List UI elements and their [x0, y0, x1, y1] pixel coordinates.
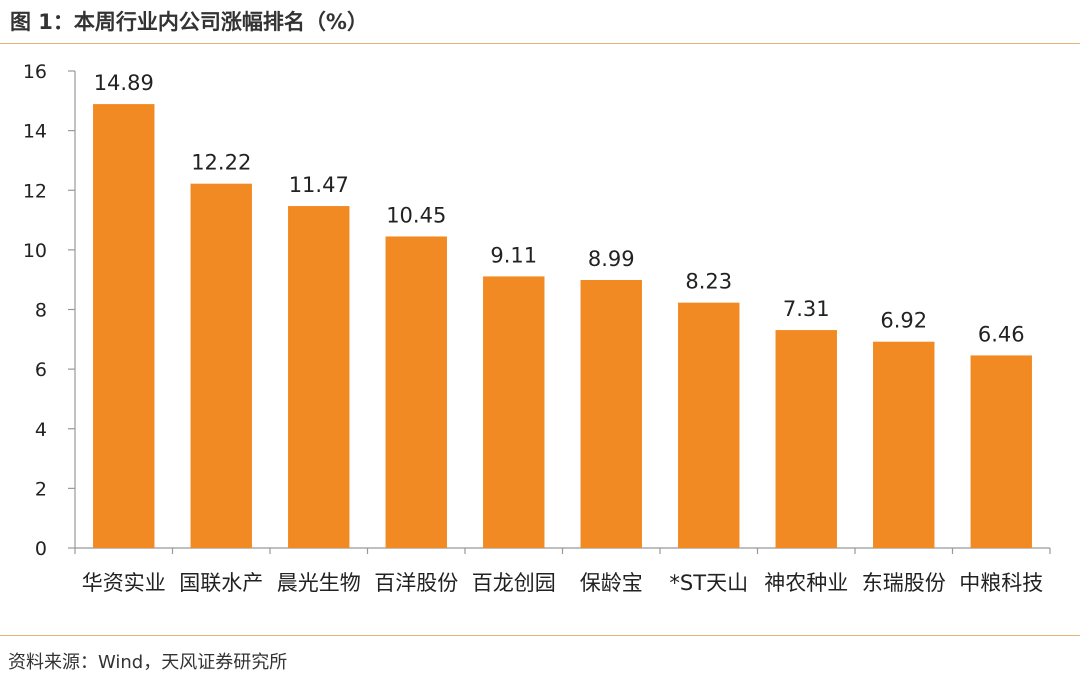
bar-value-label: 14.89	[94, 71, 154, 95]
x-category-label: 晨光生物	[277, 571, 361, 595]
bar-chart: 0 2 4 6 8 10 12 14 16 华资实业 国联水产 晨光生物 百洋股份 百龙创园 保龄宝 *ST…	[23, 61, 1051, 595]
y-tick-label: 8	[35, 300, 47, 322]
y-tick-label: 10	[23, 240, 47, 262]
bar	[775, 330, 837, 548]
bar-value-label: 11.47	[289, 173, 349, 197]
bar	[288, 206, 350, 548]
source-note: 资料来源：Wind，天风证券研究所	[8, 652, 288, 673]
y-tick-label: 16	[23, 61, 47, 83]
title-divider	[0, 43, 1080, 44]
bar-value-label: 12.22	[191, 151, 251, 175]
bar-value-label: 6.92	[880, 309, 927, 333]
bar	[385, 236, 447, 548]
bar-value-label: 9.11	[490, 243, 537, 267]
x-category-label: 中粮科技	[959, 571, 1043, 595]
y-tick-label: 14	[23, 121, 47, 143]
bars	[93, 104, 1032, 549]
x-category-label: 华资实业	[82, 571, 166, 595]
bar-value-label: 6.46	[978, 322, 1025, 346]
figure-title: 图 1：本周行业内公司涨幅排名（%）	[10, 10, 368, 34]
bar	[678, 302, 740, 548]
bar-value-label: 8.23	[685, 270, 732, 294]
x-category-label: 保龄宝	[580, 571, 643, 595]
bar-value-label: 8.99	[588, 247, 635, 271]
bar	[970, 355, 1032, 548]
y-axis: 0 2 4 6 8 10 12 14 16	[23, 61, 76, 560]
x-category-label: 百龙创园	[472, 571, 556, 595]
bar	[93, 104, 155, 549]
y-tick-label: 2	[35, 478, 47, 500]
x-category-label: 百洋股份	[374, 571, 458, 595]
x-category-label: 神农种业	[764, 571, 848, 595]
bar	[190, 183, 252, 548]
bar	[873, 341, 935, 548]
y-tick-label: 0	[35, 538, 47, 560]
bar-value-label: 7.31	[783, 297, 830, 321]
y-tick-label: 4	[35, 419, 47, 441]
bar	[483, 276, 545, 548]
source-divider	[0, 635, 1080, 636]
bar	[580, 279, 642, 548]
x-category-label: 东瑞股份	[862, 571, 946, 595]
x-category-label: *ST天山	[669, 571, 748, 595]
x-category-label: 国联水产	[179, 571, 263, 595]
data-labels: 14.89 12.22 11.47 10.45 9.11 8.99 8.23 7.31 6.92…	[94, 71, 1025, 346]
y-tick-label: 6	[35, 359, 47, 381]
y-tick-label: 12	[23, 180, 47, 202]
bar-value-label: 10.45	[386, 203, 446, 227]
x-axis: 华资实业 国联水产 晨光生物 百洋股份 百龙创园 保龄宝 *ST天山 神农种业 东瑞股份 中粮科技	[74, 547, 1051, 595]
